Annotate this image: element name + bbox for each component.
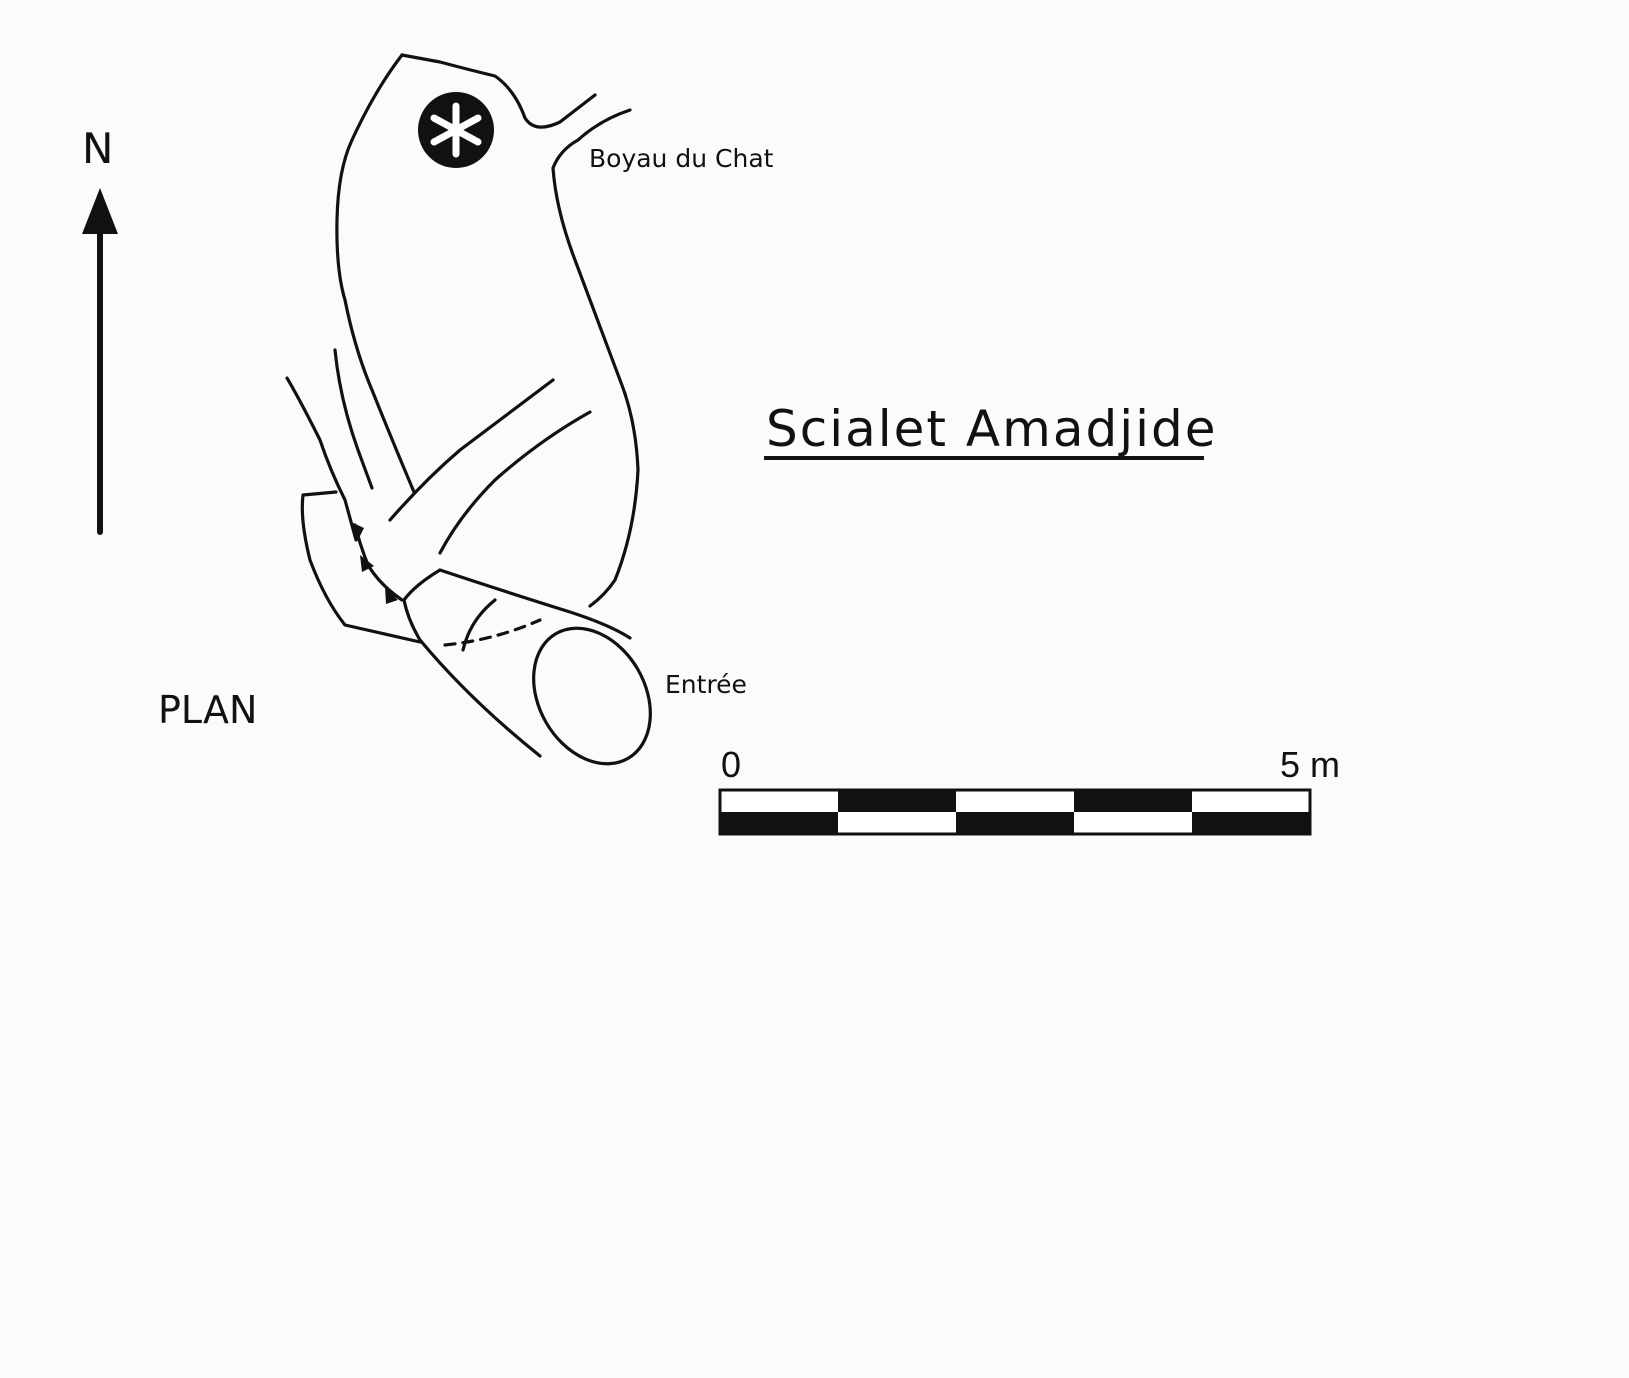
cave-wall-left: [400, 53, 597, 129]
scale-start-label: 0: [721, 744, 742, 785]
scale-segment-top: [1074, 790, 1192, 812]
plan-label: PLAN: [158, 688, 258, 732]
title-underline: [764, 456, 1204, 460]
scale-segment-bottom: [1192, 812, 1310, 834]
north-label: N: [82, 124, 114, 173]
scale-segment-top: [838, 790, 956, 812]
scale-segment-bottom: [1074, 812, 1192, 834]
boyau-label: Boyau du Chat: [589, 144, 774, 173]
north-arrow-icon: [82, 188, 118, 535]
scale-bar-frame: [718, 788, 1312, 836]
scale-segment-top: [720, 790, 838, 812]
entree-label: Entrée: [665, 670, 747, 699]
scale-segment-bottom: [720, 812, 838, 834]
cave-wall-right: [551, 108, 640, 608]
cave-wall-top-left: [335, 53, 416, 494]
scale-segment-top: [956, 790, 1074, 812]
scale-segment-bottom: [956, 812, 1074, 834]
scale-segment-bottom: [838, 812, 956, 834]
shaft-symbol-icon: [418, 92, 494, 168]
scale-bar: [718, 788, 1312, 836]
scale-segment-top: [1192, 790, 1310, 812]
scale-end-label: 5 m: [1280, 744, 1341, 785]
map-title: Scialet Amadjide: [766, 400, 1218, 458]
